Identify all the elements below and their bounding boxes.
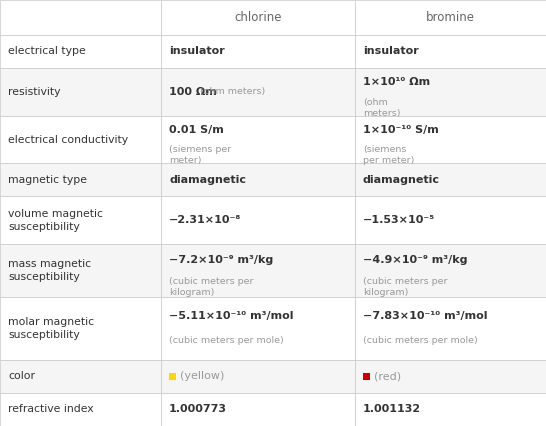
Text: mass magnetic
susceptibility: mass magnetic susceptibility <box>8 259 91 282</box>
Bar <box>161 244 355 297</box>
Text: chlorine: chlorine <box>234 11 282 24</box>
Text: (siemens
per meter): (siemens per meter) <box>363 145 414 165</box>
Bar <box>0 35 161 68</box>
Text: (cubic meters per mole): (cubic meters per mole) <box>169 336 284 345</box>
Bar <box>0 297 161 360</box>
Text: diamagnetic: diamagnetic <box>169 175 246 185</box>
Bar <box>161 393 355 426</box>
Text: (yellow): (yellow) <box>180 371 224 381</box>
Text: −2.31×10⁻⁸: −2.31×10⁻⁸ <box>169 216 241 225</box>
Bar <box>161 196 355 244</box>
Bar <box>0 0 161 35</box>
Text: bromine: bromine <box>426 11 475 24</box>
Bar <box>0 68 161 116</box>
Text: electrical conductivity: electrical conductivity <box>8 135 128 144</box>
Bar <box>161 297 355 360</box>
Bar <box>355 68 546 116</box>
Text: 1×10¹⁰ Ωm: 1×10¹⁰ Ωm <box>363 77 430 87</box>
Text: (red): (red) <box>374 371 401 381</box>
Bar <box>0 116 161 164</box>
Bar <box>161 164 355 196</box>
Text: (ohm
meters): (ohm meters) <box>363 98 400 118</box>
Bar <box>0 244 161 297</box>
Text: 1×10⁻¹⁰ S/m: 1×10⁻¹⁰ S/m <box>363 125 438 135</box>
Bar <box>161 35 355 68</box>
Text: diamagnetic: diamagnetic <box>363 175 440 185</box>
Text: 1.000773: 1.000773 <box>169 404 227 414</box>
Text: refractive index: refractive index <box>8 404 93 414</box>
Text: −5.11×10⁻¹⁰ m³/mol: −5.11×10⁻¹⁰ m³/mol <box>169 311 294 321</box>
Text: −1.53×10⁻⁵: −1.53×10⁻⁵ <box>363 216 435 225</box>
Bar <box>355 35 546 68</box>
Text: (cubic meters per mole): (cubic meters per mole) <box>363 336 478 345</box>
Bar <box>355 164 546 196</box>
Text: (cubic meters per
kilogram): (cubic meters per kilogram) <box>363 277 447 297</box>
Text: (siemens per
meter): (siemens per meter) <box>169 145 232 165</box>
Bar <box>161 0 355 35</box>
Bar <box>355 360 546 393</box>
Bar <box>161 116 355 164</box>
Text: color: color <box>8 371 35 381</box>
Bar <box>355 393 546 426</box>
Bar <box>355 0 546 35</box>
Text: electrical type: electrical type <box>8 46 86 56</box>
Text: (cubic meters per
kilogram): (cubic meters per kilogram) <box>169 277 253 297</box>
Bar <box>363 373 370 380</box>
Bar <box>355 244 546 297</box>
Bar <box>0 360 161 393</box>
Text: 1.001132: 1.001132 <box>363 404 421 414</box>
Text: −7.83×10⁻¹⁰ m³/mol: −7.83×10⁻¹⁰ m³/mol <box>363 311 488 321</box>
Bar <box>355 116 546 164</box>
Text: insulator: insulator <box>169 46 225 56</box>
Text: volume magnetic
susceptibility: volume magnetic susceptibility <box>8 209 103 232</box>
Bar <box>0 164 161 196</box>
Text: −7.2×10⁻⁹ m³/kg: −7.2×10⁻⁹ m³/kg <box>169 255 274 265</box>
Bar <box>355 196 546 244</box>
Text: 100 Ωm: 100 Ωm <box>169 87 221 97</box>
Bar <box>161 68 355 116</box>
Bar <box>355 297 546 360</box>
Bar <box>161 360 355 393</box>
Bar <box>0 393 161 426</box>
Text: magnetic type: magnetic type <box>8 175 87 185</box>
Text: molar magnetic
susceptibility: molar magnetic susceptibility <box>8 317 94 340</box>
Text: −4.9×10⁻⁹ m³/kg: −4.9×10⁻⁹ m³/kg <box>363 255 467 265</box>
Bar <box>0 196 161 244</box>
Bar <box>169 373 176 380</box>
Text: resistivity: resistivity <box>8 87 61 97</box>
Text: 0.01 S/m: 0.01 S/m <box>169 125 224 135</box>
Text: (ohm meters): (ohm meters) <box>200 87 265 96</box>
Text: insulator: insulator <box>363 46 419 56</box>
